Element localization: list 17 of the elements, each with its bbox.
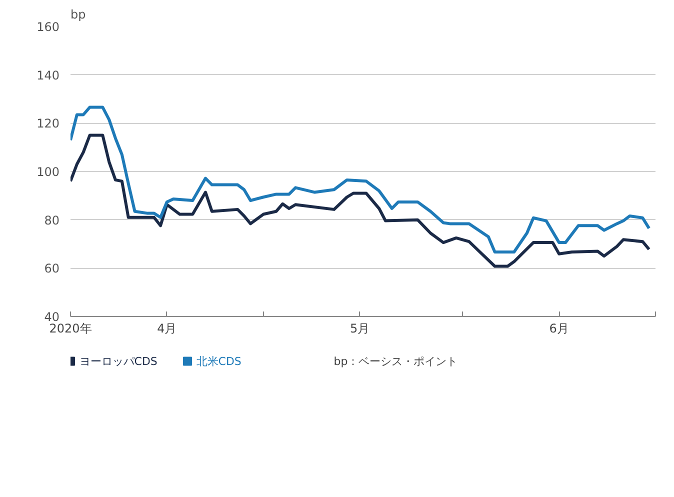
y-tick-label: 140 xyxy=(36,68,60,82)
y-tick-label: 40 xyxy=(44,310,60,324)
legend-label: ヨーロッパCDS xyxy=(79,354,158,368)
x-tick-label: 2020年 xyxy=(49,322,92,336)
legend-label: 北米CDS xyxy=(196,354,242,368)
y-tick-label: 80 xyxy=(44,213,60,228)
text: bp：ベーシス・ポイント xyxy=(334,354,458,368)
y-axis-title: bp xyxy=(70,8,86,22)
y-tick-label: 60 xyxy=(44,262,60,276)
line-series xyxy=(70,134,651,268)
x-tick-label: 4月 xyxy=(157,322,177,336)
x-tick-label: 6月 xyxy=(549,322,569,336)
y-tick-label: 120 xyxy=(36,116,60,131)
y-tick-label: 160 xyxy=(36,20,60,34)
y-tick-label: 100 xyxy=(36,165,60,179)
line-series xyxy=(70,106,651,254)
x-tick-label: 5月 xyxy=(350,322,370,336)
